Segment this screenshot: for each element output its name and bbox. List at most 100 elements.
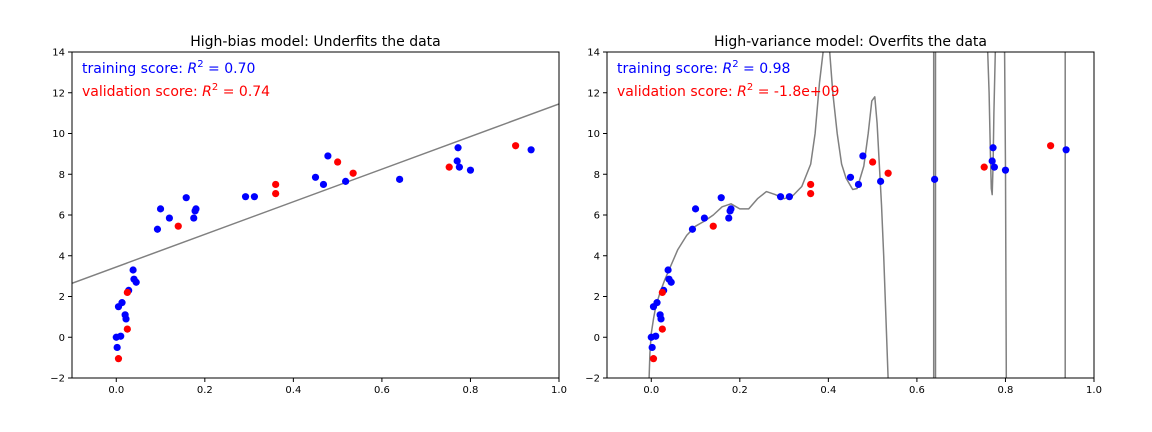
data-point <box>667 278 675 286</box>
y-tick-label: 4 <box>594 251 600 262</box>
data-point <box>846 173 855 181</box>
x-tick-label: 0.6 <box>909 385 925 396</box>
data-point <box>349 169 357 177</box>
data-point <box>877 177 885 185</box>
y-tick-label: 0 <box>59 333 65 344</box>
data-point <box>664 266 672 274</box>
x-tick-label: 1.0 <box>1086 385 1102 396</box>
x-tick-label: 0.2 <box>197 385 213 396</box>
y-tick-label: 8 <box>594 170 600 181</box>
data-point <box>691 205 700 213</box>
data-point <box>807 180 815 189</box>
underfit-panel: High-bias model: Underfits the data 0.0 0… <box>50 34 567 396</box>
model-curve-segment <box>828 52 889 378</box>
data-point <box>454 144 462 152</box>
data-point <box>884 169 892 177</box>
annotation-value: = -1.8e+09 <box>753 84 839 100</box>
data-point <box>688 225 697 233</box>
y-tick-label: 14 <box>52 48 65 59</box>
data-point <box>182 194 190 202</box>
data-point <box>129 266 137 274</box>
validation-score-annotation: validation score: R2 = 0.74 <box>82 82 270 100</box>
y-tick-label: 2 <box>594 292 600 303</box>
data-point <box>725 214 733 222</box>
data-point <box>319 180 328 189</box>
data-point <box>342 177 350 185</box>
data-point <box>854 180 863 189</box>
x-tick-label: 0.0 <box>108 385 124 396</box>
data-point <box>445 163 453 171</box>
model-fit-line <box>72 103 559 284</box>
data-point <box>648 343 656 352</box>
data-point <box>114 355 123 363</box>
y-tick-label: −2 <box>50 374 65 385</box>
data-point <box>727 205 735 213</box>
validation-score-annotation: validation score: R2 = -1.8e+09 <box>617 82 839 100</box>
y-tick-label: 8 <box>59 170 65 181</box>
data-point <box>776 193 785 201</box>
data-point <box>324 152 332 160</box>
y-tick-label: 6 <box>59 211 65 222</box>
data-point <box>334 158 342 166</box>
data-point <box>466 166 475 174</box>
annotation-value: = 0.70 <box>204 61 256 77</box>
data-point <box>657 315 665 323</box>
data-point <box>1062 146 1070 154</box>
y-tick-label: 10 <box>587 129 600 140</box>
data-point <box>272 190 280 198</box>
chart-title: High-variance model: Overfits the data <box>714 34 987 50</box>
data-point <box>980 163 988 171</box>
data-point <box>122 315 130 323</box>
data-point <box>658 325 666 333</box>
model-curve-segment <box>986 52 997 196</box>
x-tick-label: 0.0 <box>643 385 659 396</box>
x-tick-label: 0.8 <box>463 385 479 396</box>
y-tick-label: 6 <box>594 211 600 222</box>
data-point <box>250 193 259 201</box>
data-point <box>153 225 162 233</box>
model-line <box>72 103 559 284</box>
y-tick-label: 12 <box>52 88 65 99</box>
data-point <box>174 222 182 230</box>
data-point <box>453 157 461 165</box>
data-point <box>190 214 198 222</box>
y-tick-label: 12 <box>587 88 600 99</box>
data-point <box>241 193 250 201</box>
data-point <box>192 205 200 213</box>
x-tick-label: 0.4 <box>820 385 836 396</box>
data-point <box>512 142 520 150</box>
data-point <box>785 193 794 201</box>
data-point <box>113 343 121 352</box>
data-point <box>117 332 125 340</box>
y-tick-label: 14 <box>587 48 600 59</box>
y-tick-label: −2 <box>585 374 600 385</box>
data-point <box>396 175 404 183</box>
training-score-annotation: training score: R2 = 0.98 <box>617 59 790 77</box>
data-point <box>455 163 463 171</box>
y-tick-label: 4 <box>59 251 65 262</box>
data-point <box>989 144 997 152</box>
data-point <box>700 214 709 222</box>
x-axis-ticks: 0.0 0.2 0.4 0.6 0.8 1.0 <box>643 378 1102 396</box>
data-point <box>1047 142 1055 150</box>
data-point <box>658 288 666 297</box>
data-point <box>156 205 165 213</box>
annotation-label: training score: <box>82 61 187 77</box>
data-point <box>272 180 280 189</box>
data-point <box>988 157 996 165</box>
annotation-label: training score: <box>617 61 722 77</box>
x-tick-label: 0.6 <box>374 385 390 396</box>
y-tick-label: 2 <box>59 292 65 303</box>
annotation-label: validation score: <box>82 84 202 100</box>
y-axis-ticks: −2 0 2 4 6 8 10 12 14 <box>585 48 607 385</box>
y-tick-label: 10 <box>52 129 65 140</box>
data-point <box>990 163 998 171</box>
data-points <box>112 142 535 363</box>
data-point <box>807 190 815 198</box>
training-score-annotation: training score: R2 = 0.70 <box>82 59 255 77</box>
data-point <box>311 173 320 181</box>
data-point <box>649 355 658 363</box>
data-point <box>132 278 140 286</box>
data-point <box>527 146 535 154</box>
